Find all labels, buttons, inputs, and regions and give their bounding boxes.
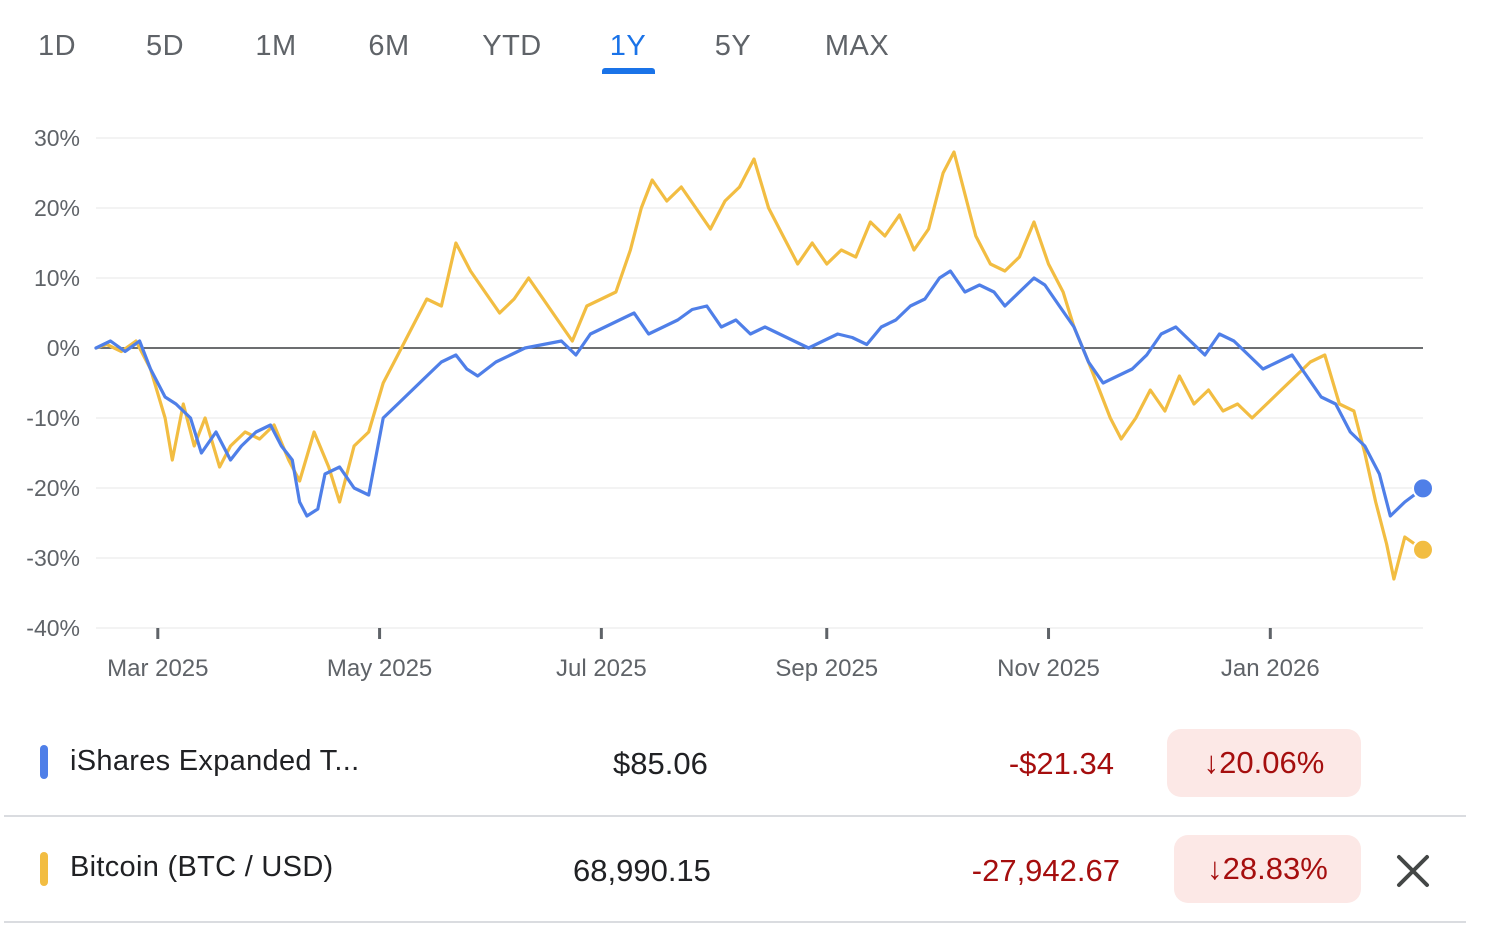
tab-1d[interactable]: 1D (37, 30, 77, 62)
series-line-bitcoin (94, 150, 1425, 581)
series-endpoint-ishares (1412, 477, 1434, 500)
tab-1m[interactable]: 1M (255, 30, 297, 62)
y-tick-label: -30% (26, 545, 80, 571)
y-tick-label: -20% (26, 475, 80, 501)
tab-5d[interactable]: 5D (145, 30, 185, 62)
y-tick-label: 20% (34, 195, 80, 221)
comparison-row-ishares[interactable]: iShares Expanded T... $85.06 -$21.34 ↓20… (4, 712, 1466, 816)
security-name: Bitcoin (BTC / USD) (70, 851, 334, 883)
series-endpoint-bitcoin (1412, 538, 1434, 561)
tab-1y[interactable]: 1Y (609, 30, 647, 62)
percent-change-value: 28.83% (1222, 851, 1328, 886)
y-tick-label: -10% (26, 405, 80, 431)
security-price: $85.06 (613, 746, 708, 781)
row-divider (4, 815, 1466, 817)
y-tick-label: 10% (34, 265, 80, 291)
range-tabs: 1D 5D 1M 6M YTD 1Y 5Y MAX (0, 0, 1500, 80)
series-color-swatch (40, 852, 48, 886)
percent-change-badge: ↓28.83% (1174, 835, 1361, 903)
x-axis: Mar 2025 May 2025 Jul 2025 Sep 2025 Nov 2025… (107, 628, 1320, 682)
comparison-line-chart: 30% 20% 10% 0% -10% -20% -30% -40% Mar 2025 May … (26, 125, 1434, 682)
x-tick-label: Jan 2026 (1221, 655, 1320, 682)
x-tick-label: Jul 2025 (556, 655, 647, 682)
comparison-row-bitcoin[interactable]: Bitcoin (BTC / USD) 68,990.15 -27,942.67… (4, 818, 1466, 922)
tab-5y[interactable]: 5Y (714, 30, 752, 62)
y-axis: 30% 20% 10% 0% -10% -20% -30% -40% (26, 125, 80, 641)
x-tick-label: Sep 2025 (775, 655, 878, 682)
y-tick-label: -40% (26, 615, 80, 641)
x-tick-label: Nov 2025 (997, 655, 1100, 682)
y-tick-label: 0% (47, 335, 80, 361)
series-color-swatch (40, 745, 48, 779)
tab-ytd[interactable]: YTD (482, 30, 542, 62)
chart-grid (96, 137, 1423, 629)
arrow-down-icon: ↓ (1203, 745, 1220, 780)
x-tick-label: Mar 2025 (107, 655, 208, 682)
percent-change-value: 20.06% (1219, 745, 1325, 780)
close-icon[interactable] (1391, 849, 1435, 893)
row-divider (4, 921, 1466, 923)
x-tick-label: May 2025 (327, 655, 432, 682)
price-change: -$21.34 (1008, 746, 1114, 781)
y-tick-label: 30% (34, 125, 80, 151)
arrow-down-icon: ↓ (1207, 851, 1223, 886)
security-name: iShares Expanded T... (70, 745, 360, 777)
selected-tab-indicator (602, 68, 655, 74)
tab-max[interactable]: MAX (824, 30, 890, 62)
tab-6m[interactable]: 6M (368, 30, 410, 62)
security-price: 68,990.15 (573, 853, 711, 888)
chart-series (94, 150, 1434, 581)
series-line-ishares (94, 269, 1425, 518)
price-change: -27,942.67 (971, 853, 1120, 888)
percent-change-badge: ↓20.06% (1167, 729, 1361, 797)
